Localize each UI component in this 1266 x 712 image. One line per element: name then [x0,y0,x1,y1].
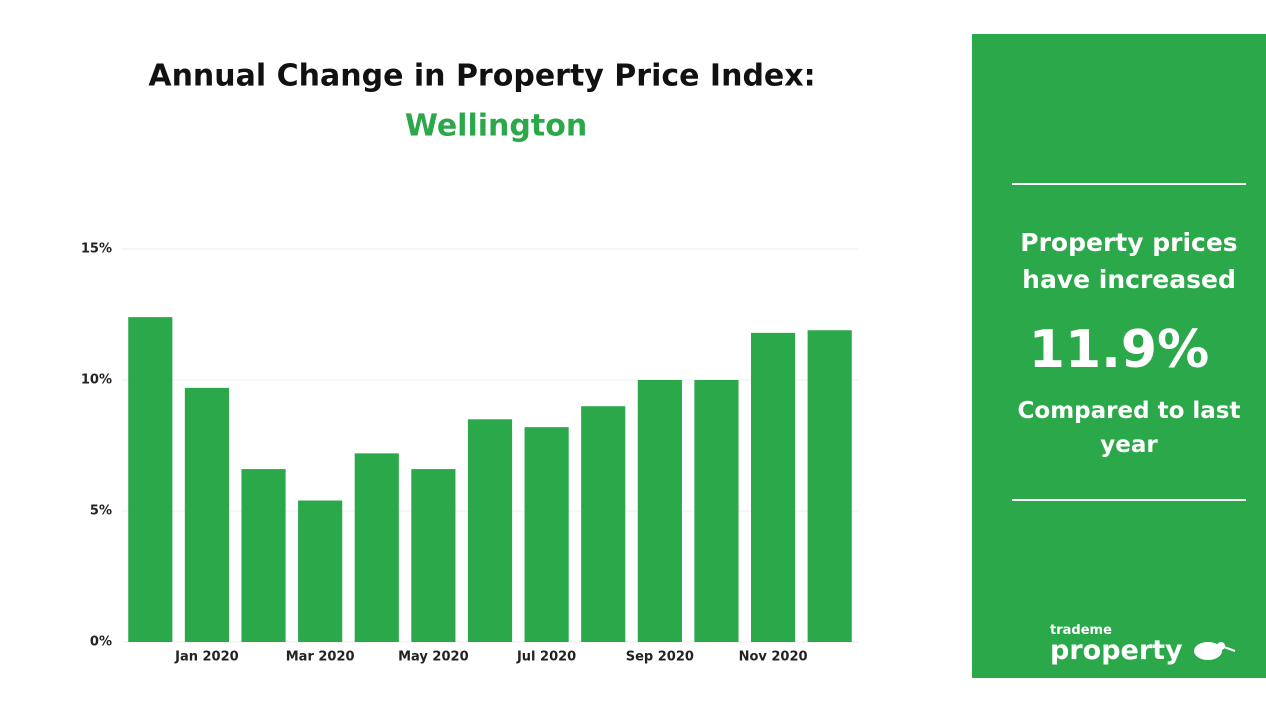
chart-subtitle: Wellington [405,109,587,144]
summary-panel: Property prices have increased 11.9% Com… [972,34,1266,678]
panel-footnote: Compared to last year [1017,398,1241,458]
bar [807,330,852,642]
y-tick-label: 10% [81,373,112,388]
panel-headline: Property prices have increased [1020,228,1238,294]
logo: trademe property [1050,624,1236,665]
y-tick-label: 15% [81,242,112,257]
divider [1012,183,1246,185]
bar [411,469,456,642]
bar [354,453,399,642]
logo-big: property [1050,635,1183,666]
divider [1012,499,1246,501]
logo-kiwi [1193,642,1236,660]
logo-small: trademe [1050,623,1112,638]
chart-title: Annual Change in Property Price Index: [148,59,815,94]
bar [750,332,796,642]
x-tick-label: Nov 2020 [739,650,808,665]
bar [128,317,173,642]
x-tick-label: Jan 2020 [174,650,239,665]
bar [241,469,286,642]
x-tick-label: Sep 2020 [626,650,694,665]
bar [524,427,569,642]
chart: Annual Change in Property Price Index: W… [81,59,858,665]
y-tick-label: 5% [90,504,112,519]
bar [184,387,230,642]
bar [694,380,739,642]
bar [637,380,682,642]
panel-figure: 11.9% [1028,320,1210,380]
bar [298,500,343,642]
x-tick-label: Jul 2020 [516,650,576,665]
y-tick-label: 0% [90,635,112,650]
x-tick-label: May 2020 [398,650,469,665]
bar [581,406,626,642]
x-tick-label: Mar 2020 [286,650,355,665]
bar [467,419,513,642]
